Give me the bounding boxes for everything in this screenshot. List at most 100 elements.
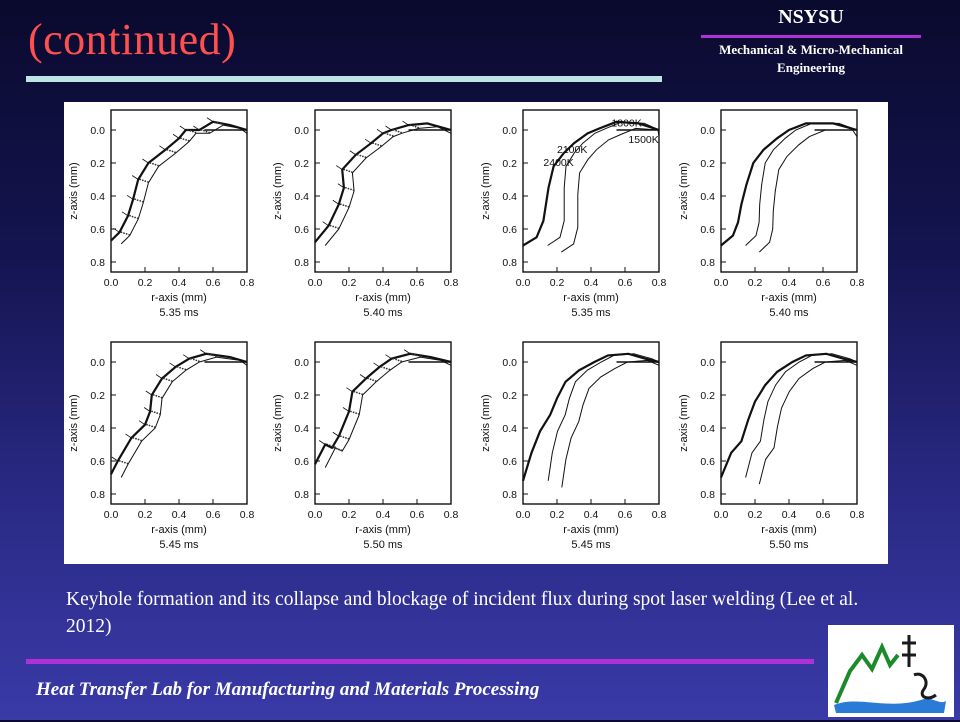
velocity-vector: [141, 179, 144, 182]
velocity-vector: [347, 205, 350, 208]
y-tick-label: 0.6: [700, 456, 715, 468]
velocity-vector: [172, 133, 180, 139]
isotherm-curve: [758, 129, 858, 253]
x-axis-label: r-axis (mm): [151, 292, 207, 304]
x-tick-label: 0.0: [104, 277, 119, 289]
velocity-vector: [124, 461, 126, 464]
y-axis-label: z-axis (mm): [480, 162, 492, 219]
velocity-vector: [200, 129, 203, 131]
keyhole-outline: [314, 122, 452, 243]
y-axis-label: z-axis (mm): [272, 394, 284, 451]
x-tick-label: 0.0: [516, 509, 531, 521]
velocity-vector: [131, 175, 139, 180]
time-label: 5.50 ms: [363, 539, 403, 551]
velocity-vector: [120, 231, 123, 234]
y-tick-label: 0.8: [90, 489, 105, 501]
x-tick-label: 0.4: [376, 509, 391, 521]
plot-panel: 0.0 0.2 0.4 0.6 0.8 0.0 0.2 0.4 0.6 0.8 z-axis (mm…: [272, 109, 458, 319]
velocity-vector: [215, 355, 217, 358]
x-tick-label: 0.0: [714, 509, 729, 521]
velocity-vector: [342, 407, 350, 412]
velocity-vector: [118, 460, 121, 462]
velocity-vector: [179, 366, 181, 369]
isotherm-curve: [547, 353, 660, 481]
velocity-vector: [180, 137, 182, 140]
velocity-vector: [384, 132, 386, 135]
velocity-vector: [337, 183, 345, 189]
y-tick-label: 0.0: [502, 125, 517, 137]
velocity-vector: [364, 138, 372, 144]
university-emblem-icon: [828, 625, 954, 717]
velocity-vector: [419, 355, 421, 358]
x-axis-label: r-axis (mm): [563, 292, 619, 304]
velocity-vector: [153, 411, 156, 414]
velocity-vector: [335, 447, 338, 450]
velocity-vector: [181, 367, 184, 370]
melt-boundary: [120, 356, 248, 478]
y-tick-label: 0.6: [90, 456, 105, 468]
y-axis-label: z-axis (mm): [68, 162, 80, 219]
isotherm-label: 2100K: [557, 144, 587, 156]
x-tick-label: 0.2: [342, 509, 357, 521]
velocity-vector: [325, 443, 333, 449]
plot-panel: 0.0 0.2 0.4 0.6 0.8 0.0 0.2 0.4 0.6 0.8 z-axis (mm…: [272, 341, 458, 551]
y-tick-label: 0.6: [502, 456, 517, 468]
velocity-vector: [335, 165, 343, 170]
x-tick-label: 0.6: [206, 509, 221, 521]
x-tick-label: 0.8: [240, 277, 255, 289]
keyhole-outline: [719, 352, 858, 478]
velocity-vector: [158, 413, 161, 415]
plot-frame: [314, 341, 452, 505]
velocity-vector: [374, 380, 377, 382]
velocity-vector: [147, 181, 149, 183]
x-tick-label: 0.8: [850, 509, 865, 521]
velocity-vector: [345, 186, 347, 189]
y-tick-label: 0.8: [502, 257, 517, 269]
velocity-vector: [338, 448, 340, 451]
x-axis-label: r-axis (mm): [761, 524, 817, 536]
velocity-vector: [347, 437, 350, 440]
x-tick-label: 0.4: [172, 277, 187, 289]
time-label: 5.40 ms: [769, 307, 809, 319]
figure-caption: Keyhole formation and its collapse and b…: [66, 589, 859, 637]
velocity-vector: [154, 163, 157, 166]
velocity-vector: [359, 374, 367, 379]
velocity-vector: [197, 360, 200, 363]
velocity-vector: [372, 379, 374, 381]
y-tick-label: 0.2: [90, 158, 105, 170]
velocity-vector: [149, 162, 152, 164]
brand-divider: [701, 35, 921, 38]
velocity-vector: [158, 395, 160, 398]
time-label: 5.45 ms: [571, 539, 611, 551]
x-tick-label: 0.0: [714, 277, 729, 289]
velocity-vector: [153, 426, 156, 429]
velocity-vector: [140, 439, 142, 442]
velocity-vector: [411, 352, 414, 355]
velocity-vector: [397, 359, 400, 362]
velocity-vector: [392, 357, 395, 360]
title-underline: [26, 76, 662, 82]
velocity-vector: [385, 125, 392, 131]
y-tick-label: 0.4: [700, 191, 715, 203]
x-tick-label: 0.8: [652, 509, 667, 521]
x-axis-label: r-axis (mm): [563, 524, 619, 536]
velocity-vector: [349, 150, 357, 156]
y-tick-label: 0.8: [294, 257, 309, 269]
velocity-vector: [359, 154, 362, 157]
y-axis-label: z-axis (mm): [68, 394, 80, 451]
velocity-vector: [121, 460, 124, 463]
velocity-vector: [146, 423, 148, 426]
velocity-vector: [352, 411, 355, 414]
velocity-vector: [383, 366, 386, 369]
velocity-vector: [125, 233, 128, 235]
velocity-vector: [195, 359, 198, 362]
velocity-vector: [176, 366, 179, 368]
keyhole-outline: [720, 122, 858, 247]
velocity-vector: [331, 445, 334, 447]
velocity-vector: [361, 393, 363, 396]
velocity-vector: [205, 130, 208, 133]
y-tick-label: 0.0: [90, 125, 105, 137]
velocity-vector: [126, 462, 129, 465]
plot-panel: 0.0 0.2 0.4 0.6 0.8 0.0 0.2 0.4 0.6 0.8 z-axis (mm…: [68, 341, 254, 551]
velocity-vector: [348, 170, 351, 173]
